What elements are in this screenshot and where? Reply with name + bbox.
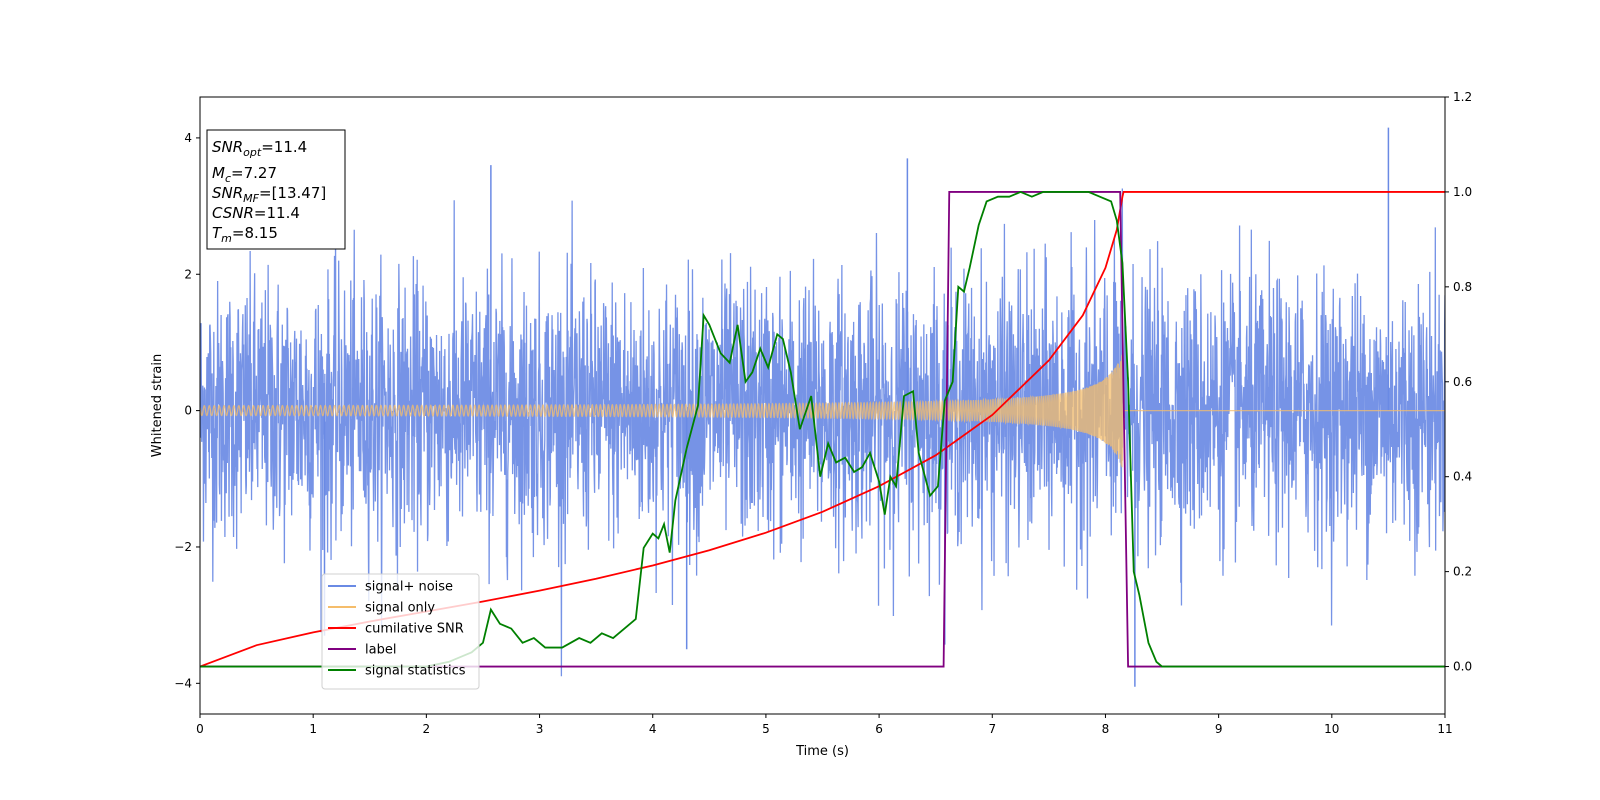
info-line-csnr: CSNR=11.4 xyxy=(212,204,300,222)
info-box: SNRopt=11.4 Mc=7.27 SNRMF=[13.47] CSNR=1… xyxy=(206,129,346,250)
x-tick-label: 1 xyxy=(309,722,317,736)
y-axis-label: Whitened strain xyxy=(150,354,165,457)
y-tick-label: −2 xyxy=(174,540,192,554)
info-line-merger-time: Tm=8.15 xyxy=(212,224,278,245)
y2-tick-label: 1.2 xyxy=(1453,90,1472,104)
y-tick-label: −4 xyxy=(174,676,192,690)
legend-label: signal only xyxy=(365,601,435,616)
x-tick-label: 3 xyxy=(536,722,544,736)
x-tick-label: 11 xyxy=(1437,722,1452,736)
y2-tick-label: 0.2 xyxy=(1453,565,1472,579)
series-line-signal-statistics xyxy=(200,190,1445,668)
x-tick-label: 2 xyxy=(423,722,431,736)
y2-tick-label: 0.8 xyxy=(1453,280,1472,294)
legend-label: label xyxy=(365,643,396,658)
x-axis-label: Time (s) xyxy=(795,744,849,759)
info-line-snr-mf: SNRMF=[13.47] xyxy=(212,184,326,205)
legend: signal+ noise signal only cumilative SNR la… xyxy=(321,573,480,690)
x-tick-label: 6 xyxy=(875,722,883,736)
info-line-snr-opt: SNRopt=11.4 xyxy=(212,138,307,159)
x-tick-label: 9 xyxy=(1215,722,1223,736)
info-line-chirp-mass: Mc=7.27 xyxy=(212,164,277,185)
x-tick-label: 4 xyxy=(649,722,657,736)
series-line-signal-noise xyxy=(200,188,1445,677)
legend-label: cumilative SNR xyxy=(365,622,464,637)
x-tick-label: 10 xyxy=(1324,722,1339,736)
plot-frame xyxy=(199,96,1446,715)
y-tick-label: 0 xyxy=(184,404,192,418)
legend-label: signal statistics xyxy=(365,664,466,679)
series-line-signal-only xyxy=(200,354,1445,468)
legend-frame xyxy=(321,573,480,690)
y2-tick-label: 1.0 xyxy=(1453,185,1472,199)
y-tick-label: 2 xyxy=(184,267,192,281)
x-tick-label: 8 xyxy=(1102,722,1110,736)
y2-tick-label: 0.6 xyxy=(1453,375,1472,389)
x-tick-label: 0 xyxy=(196,722,204,736)
y-tick-label: 4 xyxy=(184,131,192,145)
x-tick-label: 5 xyxy=(762,722,770,736)
legend-label: signal+ noise xyxy=(365,580,453,595)
y2-tick-label: 0.4 xyxy=(1453,470,1472,484)
y2-tick-label: 0.0 xyxy=(1453,660,1472,674)
x-tick-label: 7 xyxy=(988,722,996,736)
info-box-frame xyxy=(206,129,346,250)
